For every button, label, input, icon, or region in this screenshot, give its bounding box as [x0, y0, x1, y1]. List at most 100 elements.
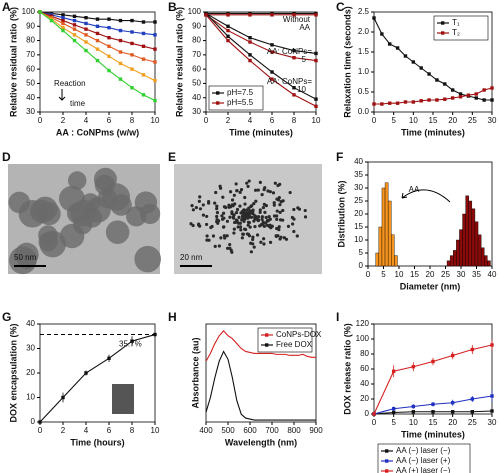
- particle: [66, 202, 88, 224]
- particle: [239, 228, 243, 232]
- y-tick-label: 30: [26, 344, 35, 353]
- particle: [222, 205, 227, 209]
- x-tick-label: 2: [61, 426, 66, 435]
- data-point: [395, 101, 400, 105]
- bar: [391, 234, 395, 267]
- data-point: [226, 13, 230, 17]
- annotation: AA: CoNPs=: [267, 77, 312, 86]
- data-point: [141, 31, 146, 36]
- data-point: [95, 47, 100, 51]
- annotation: AA: [409, 185, 420, 194]
- data-point: [411, 100, 416, 104]
- particle: [230, 210, 234, 214]
- bar: [387, 200, 392, 267]
- x-tick-label: 600: [243, 426, 257, 435]
- bar: [378, 226, 383, 267]
- data-point: [466, 93, 471, 97]
- data-point: [391, 410, 396, 415]
- bar: [487, 260, 491, 267]
- particle: [241, 232, 246, 236]
- particle: [16, 248, 38, 270]
- particle: [222, 234, 226, 238]
- particle: [252, 245, 256, 249]
- annotation: Reaction: [54, 79, 86, 88]
- particle: [59, 223, 85, 249]
- particle: [242, 208, 246, 212]
- x-tick-label: 5: [391, 116, 396, 125]
- particle: [68, 171, 87, 190]
- x-tick-label: 8: [292, 116, 297, 125]
- data-point: [61, 26, 65, 30]
- y-tick-label: 120: [356, 319, 370, 328]
- x-tick-label: 30: [488, 418, 497, 427]
- y-tick-label: 30: [192, 107, 201, 116]
- particle: [252, 219, 256, 223]
- particle: [259, 223, 263, 227]
- reference-label: 35.7%: [119, 340, 142, 349]
- y-tick-label: 70: [192, 50, 201, 59]
- bar: [449, 255, 454, 267]
- y-axis-label: DOX release ratio (%): [342, 323, 352, 415]
- x-tick-label: 10: [151, 116, 160, 125]
- series-line: [205, 12, 317, 54]
- particle: [271, 191, 276, 195]
- data-point: [470, 397, 475, 401]
- y-tick-label: 30: [354, 183, 363, 192]
- y-tick-label: 10: [26, 393, 35, 402]
- data-point: [388, 101, 392, 105]
- particle: [236, 221, 241, 225]
- particle: [225, 246, 230, 250]
- particle: [227, 203, 231, 207]
- x-tick-label: 10: [151, 426, 160, 435]
- panel-label: A: [2, 0, 11, 14]
- x-tick-label: 8: [130, 426, 135, 435]
- data-point: [84, 48, 88, 53]
- bar: [484, 255, 488, 267]
- bar: [480, 247, 485, 267]
- y-tick-label: 2.0: [358, 27, 370, 36]
- data-point: [130, 339, 134, 343]
- data-point: [107, 54, 111, 58]
- x-tick-label: 800: [287, 426, 301, 435]
- x-tick-label: 10: [395, 270, 404, 279]
- legend-marker: [216, 101, 220, 105]
- particle: [262, 242, 266, 246]
- data-point: [411, 365, 416, 369]
- data-point: [490, 98, 494, 102]
- particle: [246, 220, 251, 224]
- particle: [221, 211, 226, 215]
- data-point: [490, 409, 494, 413]
- y-tick-label: 100: [356, 334, 370, 343]
- y-tick-label: 20: [26, 368, 35, 377]
- data-point: [226, 34, 230, 38]
- legend-label: CoNPs-DOX: [276, 330, 322, 339]
- legend-label: AA (+) laser (−): [396, 466, 451, 473]
- particle: [201, 203, 205, 207]
- particle: [238, 204, 242, 208]
- panel-label: I: [336, 310, 339, 324]
- x-tick-label: 4: [248, 116, 253, 125]
- x-tick-label: 0: [372, 418, 377, 427]
- vial-photo: [112, 384, 134, 414]
- data-point: [372, 16, 376, 20]
- x-tick-label: 700: [265, 426, 279, 435]
- data-point: [226, 38, 230, 43]
- particle: [292, 229, 296, 234]
- x-tick-label: 15: [429, 116, 438, 125]
- data-point: [84, 27, 88, 31]
- data-point: [372, 102, 376, 106]
- y-tick-label: 30: [26, 107, 35, 116]
- particle: [260, 193, 264, 197]
- particle: [258, 210, 262, 214]
- y-tick-label: 35: [354, 170, 363, 179]
- series-line: [39, 11, 156, 82]
- particle: [102, 183, 131, 211]
- data-point: [450, 96, 455, 100]
- data-point: [431, 359, 435, 364]
- data-point: [270, 43, 274, 47]
- legend-label: T₂: [452, 28, 460, 37]
- y-tick-label: 20: [360, 394, 369, 403]
- particle: [216, 221, 220, 225]
- data-point: [458, 92, 463, 96]
